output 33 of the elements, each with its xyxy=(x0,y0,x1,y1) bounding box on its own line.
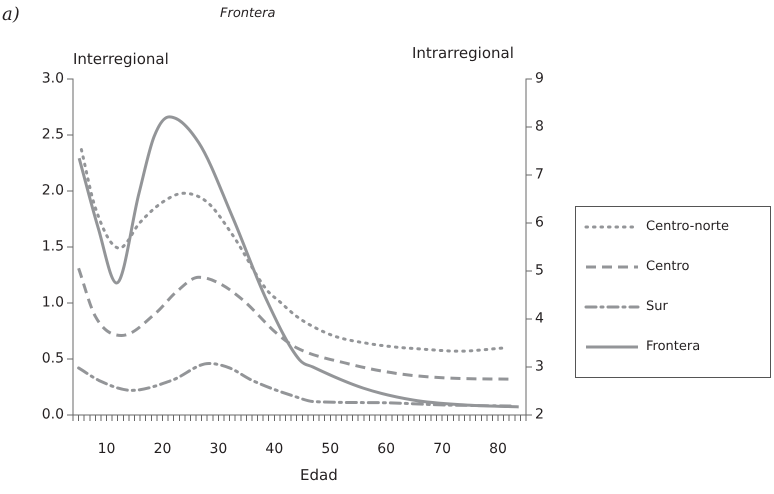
line-series xyxy=(78,115,520,408)
x-tick-label: 60 xyxy=(377,441,396,458)
chart-title: Frontera xyxy=(220,6,276,21)
y2-tick-label: 6 xyxy=(535,214,544,231)
legend-label: Centro xyxy=(646,259,690,274)
y-tick-label: 1.0 xyxy=(42,294,64,311)
y-axis-title: Interregional xyxy=(73,50,169,68)
y2-tick-label: 7 xyxy=(535,166,544,183)
y2-tick-label: 9 xyxy=(535,70,544,87)
y2-axis-title: Intrarregional xyxy=(412,44,514,62)
x-tick-label: 40 xyxy=(265,441,284,458)
x-tick-label: 30 xyxy=(209,441,228,458)
y2-tick-label: 2 xyxy=(535,406,544,423)
legend-label: Centro-norte xyxy=(646,219,729,234)
y-tick-label: 2.0 xyxy=(42,182,64,199)
x-tick-label: 70 xyxy=(433,441,452,458)
text: a) xyxy=(2,4,20,25)
x-tick-label: 10 xyxy=(98,441,116,458)
y-tick-label: 2.5 xyxy=(42,126,64,143)
y-tick-label: 0.0 xyxy=(42,406,64,423)
x-tick-label: 50 xyxy=(321,441,340,458)
y2-tick-label: 3 xyxy=(535,358,544,375)
legend-label: Sur xyxy=(646,299,668,314)
y-tick-label: 3.0 xyxy=(42,70,64,87)
x-tick-label: 20 xyxy=(154,441,172,458)
y2-tick-label: 4 xyxy=(535,310,544,327)
y-tick-label: 1.5 xyxy=(42,238,64,255)
legend-label: Frontera xyxy=(646,339,700,354)
y-tick-label: 0.5 xyxy=(42,350,64,367)
y2-tick-label: 5 xyxy=(535,262,544,279)
x-axis-title: Edad xyxy=(300,466,338,484)
y2-tick-label: 8 xyxy=(535,118,544,135)
x-tick-label: 80 xyxy=(489,441,507,458)
